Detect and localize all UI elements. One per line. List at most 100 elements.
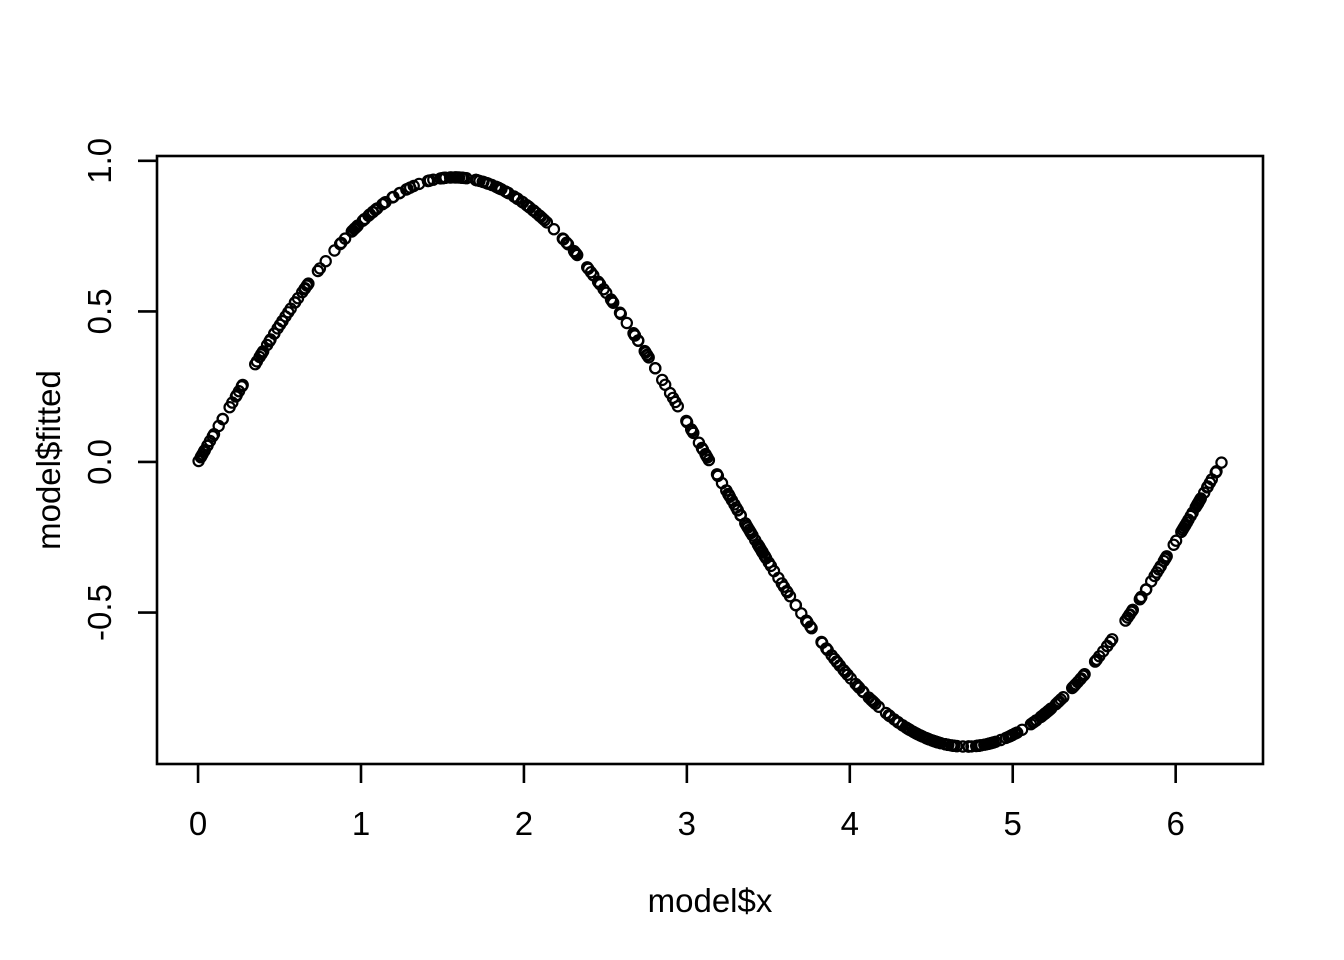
data-point (751, 538, 765, 551)
data-point (254, 348, 268, 361)
data-point (313, 262, 327, 275)
y-axis-tick-label: 0.0 (81, 439, 118, 485)
data-point (1200, 481, 1214, 494)
data-point (1119, 614, 1132, 627)
data-point (805, 622, 818, 635)
data-point (1125, 605, 1138, 618)
data-point (422, 174, 435, 188)
data-point (620, 316, 634, 330)
x-axis-tick-label: 6 (1166, 805, 1184, 842)
data-point (311, 264, 325, 278)
data-point (614, 307, 628, 321)
data-point (1215, 456, 1228, 469)
data-point (348, 222, 361, 236)
data-point (1057, 691, 1070, 704)
data-point (1006, 728, 1019, 742)
data-point (451, 171, 464, 184)
data-points-layer (192, 171, 1228, 753)
data-point (1100, 639, 1114, 653)
y-axis: -0.5 0.0 0.5 1.0 (81, 138, 157, 641)
x-axis-tick-label: 2 (515, 805, 533, 842)
data-point (192, 454, 205, 468)
data-point (230, 388, 243, 402)
data-point (695, 441, 709, 455)
data-point (1077, 668, 1091, 682)
data-point (722, 489, 736, 502)
data-point (649, 362, 662, 375)
data-point (659, 378, 672, 391)
data-point (248, 358, 262, 371)
data-point (987, 736, 1000, 749)
data-point (437, 171, 450, 185)
data-point (404, 181, 417, 194)
data-point (956, 740, 970, 753)
data-point (263, 335, 276, 348)
x-axis-tick-label: 0 (189, 805, 207, 842)
data-point (207, 428, 221, 441)
data-point (627, 327, 641, 341)
data-point (362, 209, 375, 222)
data-point (882, 709, 895, 722)
data-point (783, 590, 797, 603)
data-point (789, 598, 802, 612)
data-point (927, 734, 941, 748)
data-point (872, 700, 885, 714)
data-point (1150, 566, 1164, 579)
data-point (473, 174, 486, 188)
data-point (711, 469, 725, 483)
data-point (567, 244, 581, 258)
data-point (853, 681, 866, 694)
data-point (587, 269, 600, 282)
y-axis-tick-label: 0.5 (81, 288, 118, 334)
data-point (903, 723, 916, 736)
x-axis: 0 1 2 3 4 5 6 (189, 764, 1185, 842)
x-axis-tick-label: 5 (1004, 805, 1022, 842)
data-point (1186, 506, 1199, 519)
data-point (279, 310, 292, 323)
x-axis-tick-label: 4 (841, 805, 859, 842)
x-axis-tick-label: 1 (352, 805, 370, 842)
data-point (198, 444, 211, 457)
data-point (972, 739, 985, 752)
data-point (851, 679, 864, 693)
data-point (502, 186, 515, 200)
data-point (1089, 655, 1102, 668)
data-point (879, 706, 893, 720)
data-point (1167, 538, 1180, 552)
data-point (939, 738, 952, 751)
data-point (600, 286, 613, 299)
data-point (1074, 672, 1088, 685)
data-point (561, 238, 575, 251)
data-point (640, 348, 654, 361)
data-point (740, 519, 753, 532)
data-point (379, 195, 392, 209)
data-point (291, 292, 305, 305)
data-point (346, 224, 359, 237)
x-axis-tick-label: 3 (678, 805, 696, 842)
data-point (685, 423, 698, 436)
data-point (358, 212, 372, 226)
data-point (302, 277, 315, 290)
data-point (570, 247, 583, 261)
data-point (1209, 466, 1223, 479)
data-point (1134, 592, 1147, 605)
data-point (393, 186, 406, 200)
data-point (795, 607, 808, 620)
data-point (533, 209, 546, 222)
data-point (914, 729, 927, 742)
data-point (520, 198, 533, 212)
data-point (731, 503, 744, 517)
data-point (833, 659, 846, 672)
data-point (746, 529, 759, 542)
y-axis-tick-label: 1.0 (81, 138, 118, 184)
data-point (547, 222, 561, 236)
data-point (592, 276, 606, 290)
x-axis-title: model$x (648, 882, 773, 919)
data-point (235, 379, 249, 393)
data-point (540, 216, 554, 229)
data-point (581, 261, 594, 274)
data-point (443, 171, 457, 184)
data-point (216, 412, 229, 426)
